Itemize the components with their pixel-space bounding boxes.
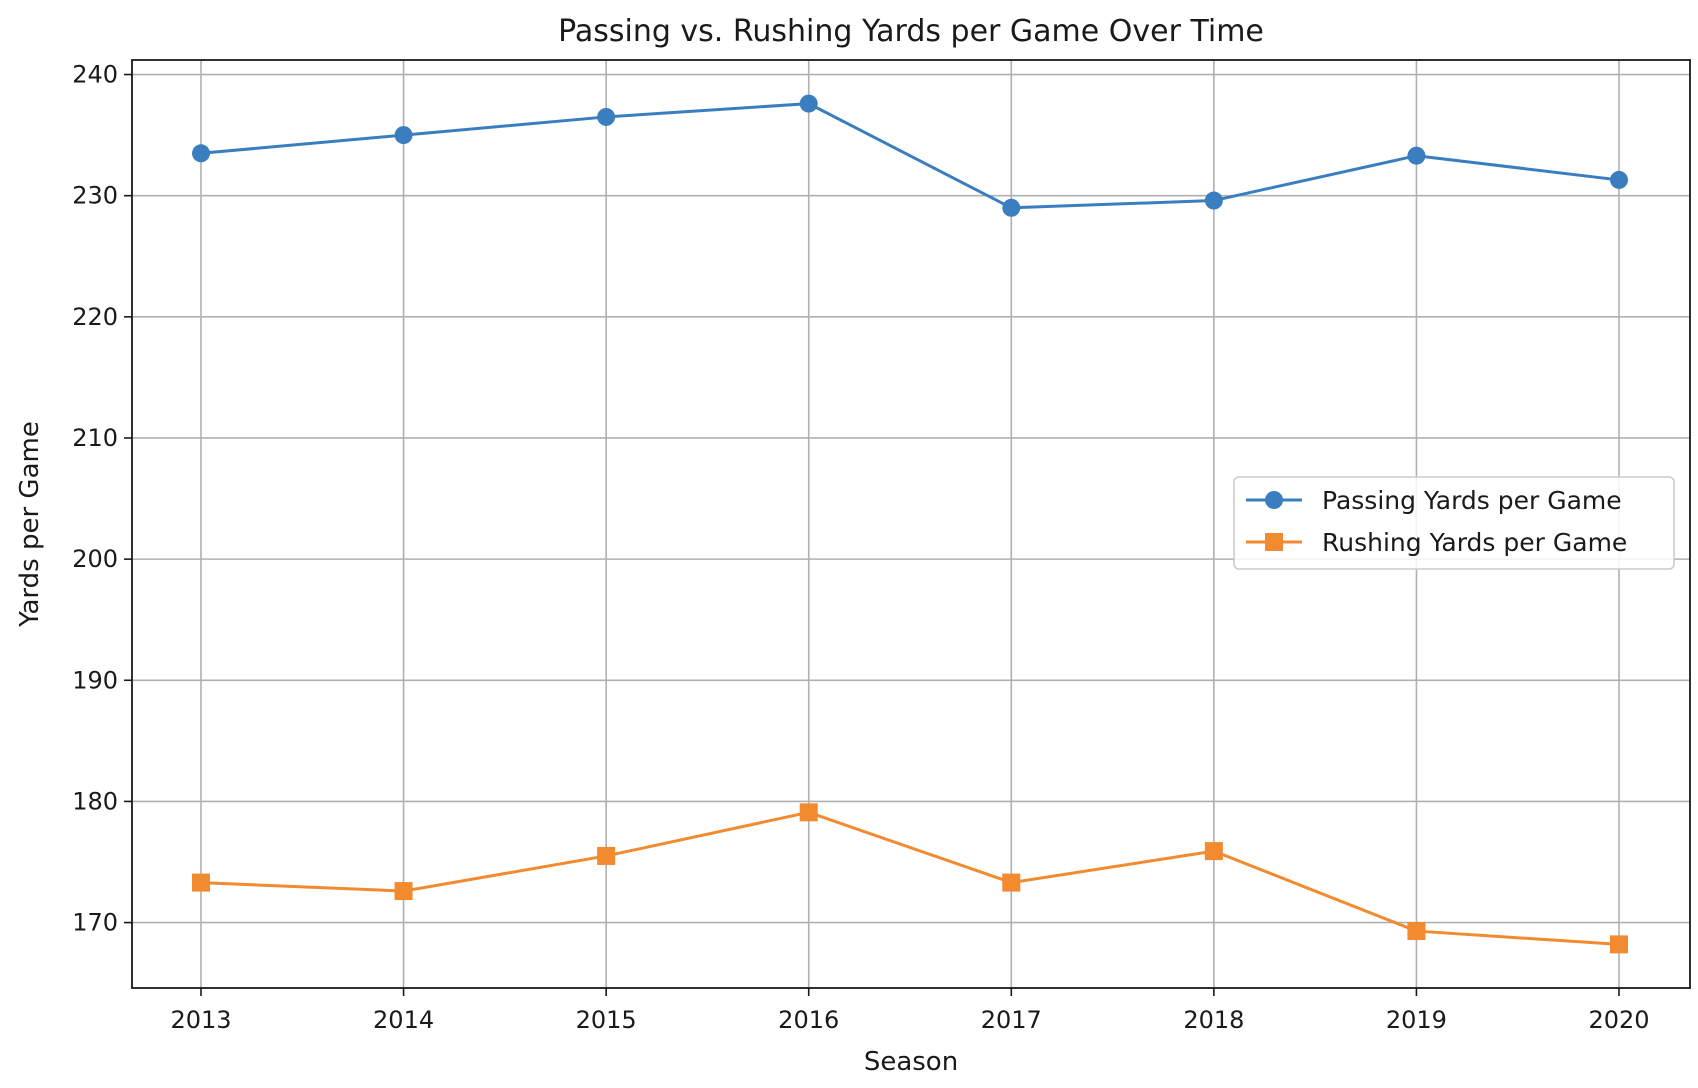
data-point-rushing <box>1204 842 1223 861</box>
plot-area-frame <box>131 59 1691 989</box>
x-tick-label: 2019 <box>1386 1006 1447 1034</box>
legend-box <box>1233 476 1675 570</box>
tick-marks: 2013 2014 2015 2016 2017 2018 2019 2020 170 180 19… <box>72 61 1649 1034</box>
data-point-rushing <box>394 882 413 901</box>
data-point-rushing <box>1002 873 1021 892</box>
y-tick-label: 200 <box>72 545 118 573</box>
data-point-passing <box>192 144 210 163</box>
data-point-passing <box>1204 191 1223 210</box>
series-line-rushing <box>199 810 1621 946</box>
y-tick-label: 240 <box>72 61 118 89</box>
data-point-rushing <box>597 846 616 865</box>
y-tick-label: 230 <box>72 182 118 210</box>
data-point-rushing <box>192 873 210 892</box>
y-tick-label: 220 <box>72 303 118 331</box>
data-point-passing <box>799 94 818 113</box>
data-point-passing <box>597 107 616 126</box>
legend-marker-passing <box>1265 491 1283 509</box>
x-tick-label: 2018 <box>1183 1006 1244 1034</box>
legend-marker-rushing <box>1265 533 1283 551</box>
x-axis-label: Season <box>864 1047 958 1077</box>
series-line-passing <box>199 102 1621 210</box>
chart-title: Passing vs. Rushing Yards per Game Over … <box>558 14 1264 49</box>
data-point-rushing <box>799 803 818 822</box>
data-point-passing <box>1407 146 1426 165</box>
data-point-rushing <box>1610 935 1628 954</box>
legend: Passing Yards per Game Rushing Yards per… <box>1233 476 1675 570</box>
x-tick-label: 2015 <box>576 1006 637 1034</box>
data-point-passing <box>1610 170 1628 189</box>
legend-label-passing: Passing Yards per Game <box>1322 486 1622 515</box>
data-point-rushing <box>1407 922 1426 941</box>
legend-label-rushing: Rushing Yards per Game <box>1322 528 1627 557</box>
x-tick-label: 2020 <box>1588 1006 1649 1034</box>
x-tick-label: 2017 <box>981 1006 1042 1034</box>
y-tick-label: 180 <box>72 787 118 815</box>
data-point-passing <box>1002 198 1021 217</box>
y-tick-label: 170 <box>72 909 118 937</box>
y-tick-label: 210 <box>72 424 118 452</box>
grid-lines <box>132 60 1690 988</box>
x-tick-label: 2014 <box>373 1006 434 1034</box>
x-tick-label: 2013 <box>170 1006 231 1034</box>
y-tick-label: 190 <box>72 666 118 694</box>
y-axis-label: Yards per Game <box>15 421 45 628</box>
data-point-passing <box>394 126 413 145</box>
series-layer <box>192 94 1628 954</box>
x-tick-label: 2016 <box>778 1006 839 1034</box>
